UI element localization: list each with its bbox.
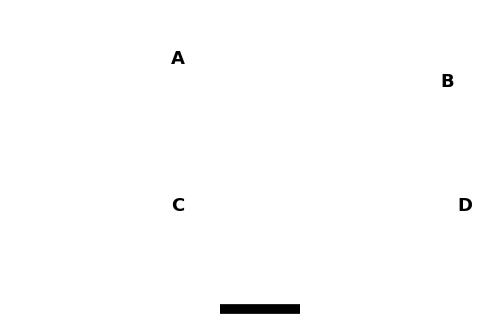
Text: C: C <box>171 197 184 215</box>
Text: B: B <box>440 73 454 91</box>
Text: D: D <box>458 197 472 215</box>
Text: A: A <box>170 50 184 68</box>
